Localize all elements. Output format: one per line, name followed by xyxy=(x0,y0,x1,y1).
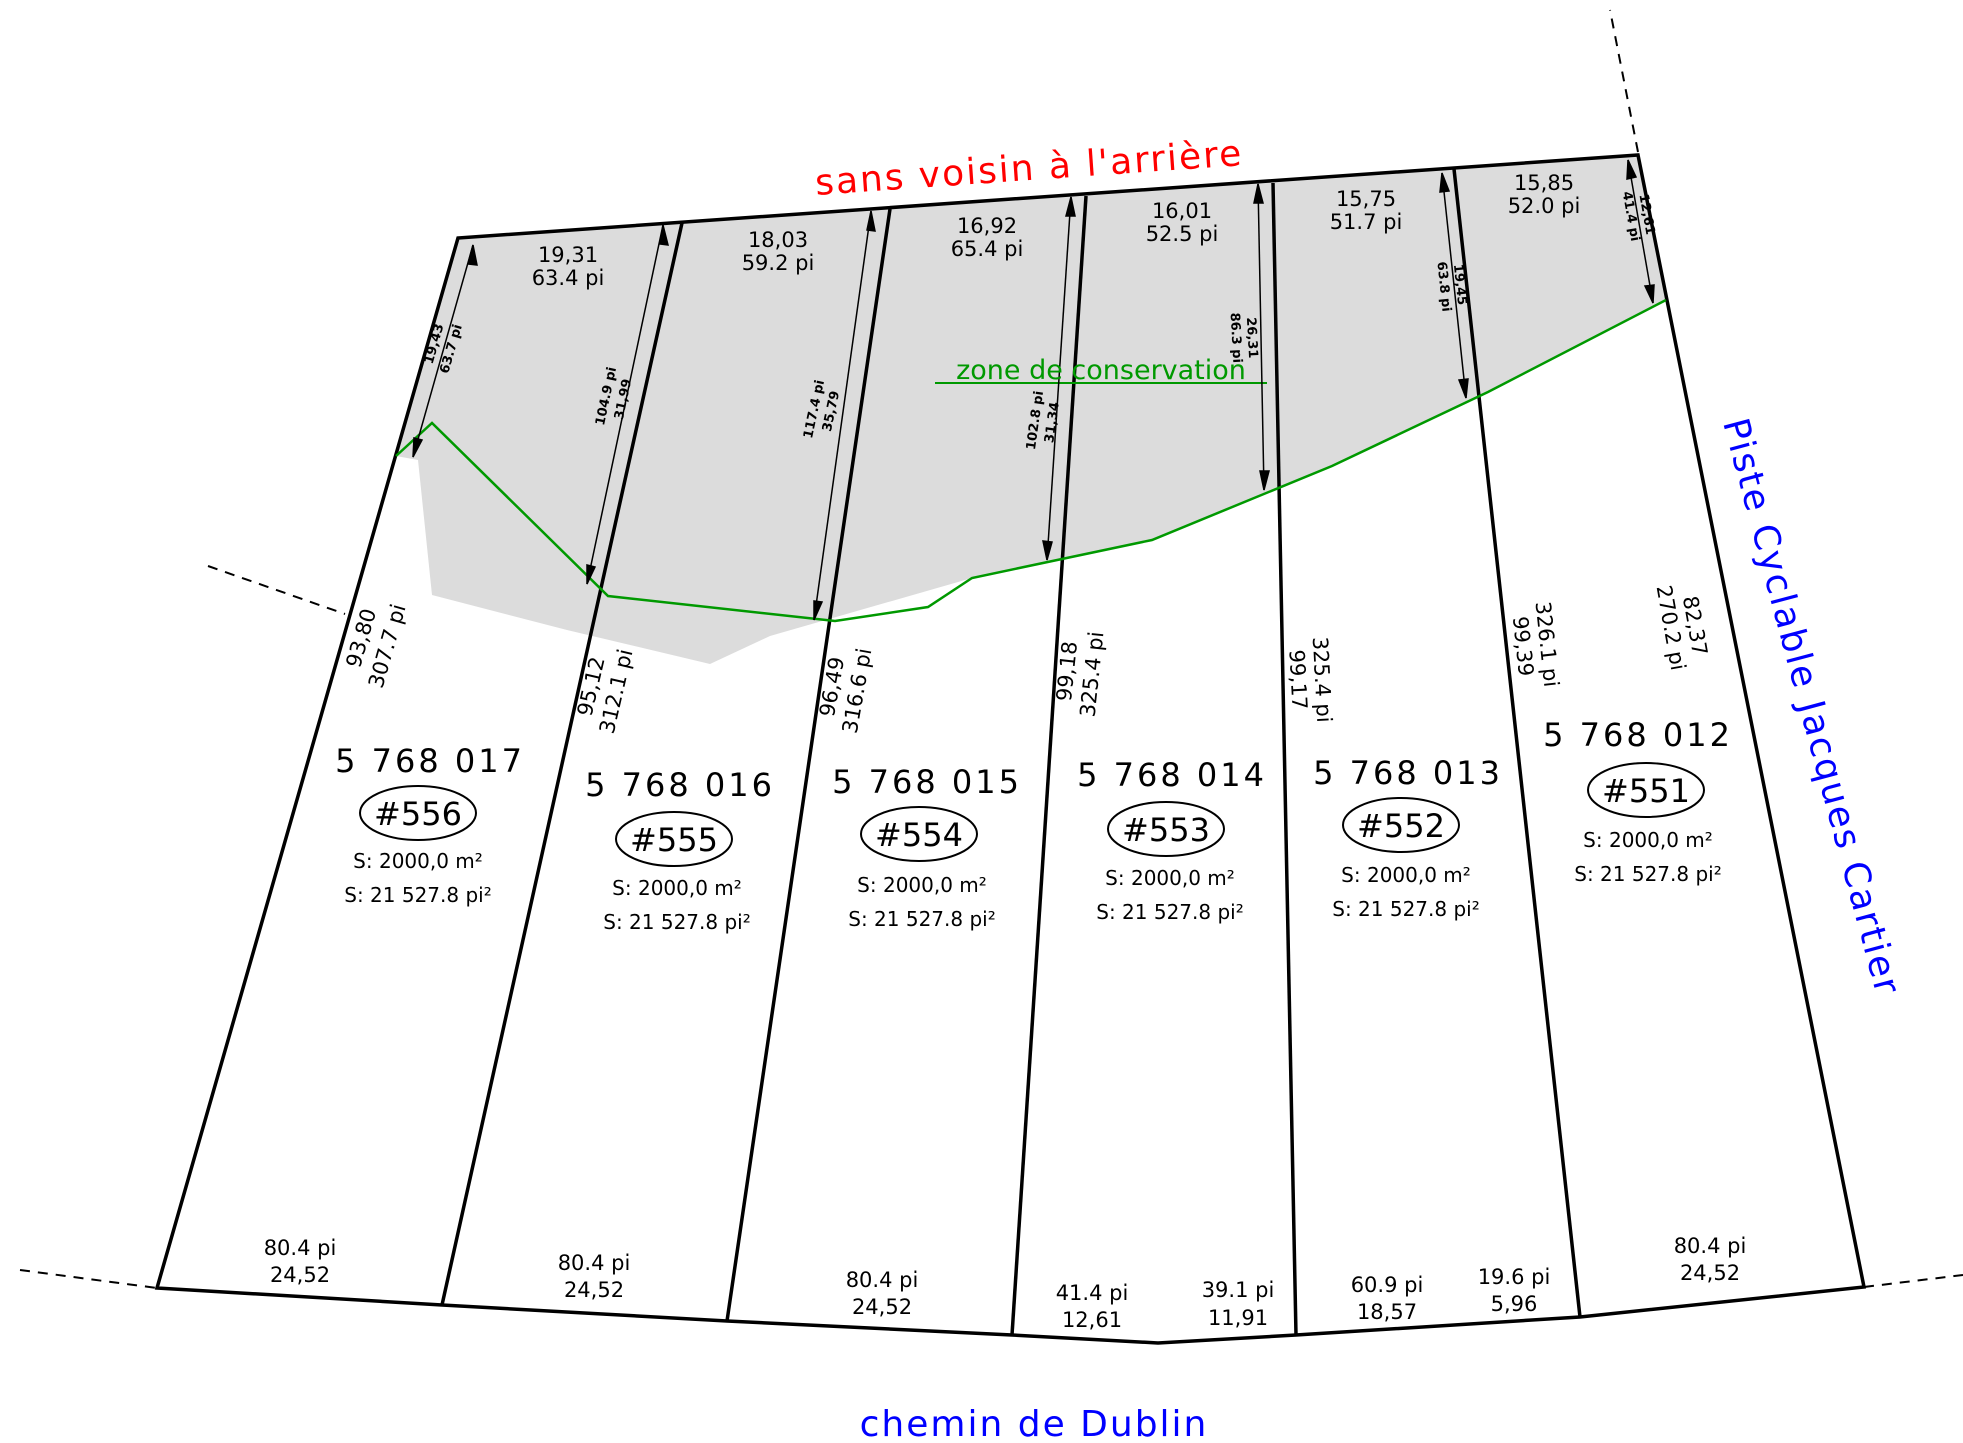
lot-017: 5 768 017 #556 S: 2000,0 m² S: 21 527.8 … xyxy=(335,742,525,907)
lot-number: 5 768 015 xyxy=(832,763,1022,801)
lot-016: 5 768 016 #555 S: 2000,0 m² S: 21 527.8 … xyxy=(585,766,775,934)
area-m2: S: 2000,0 m² xyxy=(353,849,483,873)
lot-number: 5 768 013 xyxy=(1313,754,1503,792)
lot-014: 5 768 014 #553 S: 2000,0 m² S: 21 527.8 … xyxy=(1077,756,1267,924)
civic-number: #554 xyxy=(875,816,963,854)
rear-dimensions: 19,31 63.4 pi 18,03 59.2 pi 16,92 65.4 p… xyxy=(532,171,1581,290)
lot-013: 5 768 013 #552 S: 2000,0 m² S: 21 527.8 … xyxy=(1313,754,1503,921)
conservation-zone-label: zone de conservation xyxy=(956,355,1246,386)
civic-number-oval xyxy=(615,811,733,867)
rear-dim-ft: 51.7 pi xyxy=(1330,210,1403,234)
rear-dim-ft: 59.2 pi xyxy=(742,251,815,275)
lot-number: 5 768 014 xyxy=(1077,756,1267,794)
area-m2: S: 2000,0 m² xyxy=(1105,866,1235,890)
front-dim-ft: 39.1 pi xyxy=(1202,1278,1275,1302)
rear-dim-m: 16,01 xyxy=(1152,199,1212,223)
front-dim-ft: 80.4 pi xyxy=(264,1236,337,1260)
front-dim-m: 24,52 xyxy=(564,1278,624,1302)
rear-dim-m: 16,92 xyxy=(957,214,1017,238)
lot-dividers xyxy=(440,168,1582,1336)
rear-dim-ft: 52.0 pi xyxy=(1508,194,1581,218)
front-dim-ft: 80.4 pi xyxy=(558,1251,631,1275)
front-dim-m: 24,52 xyxy=(852,1295,912,1319)
area-pi2: S: 21 527.8 pi² xyxy=(1332,897,1479,921)
zone-dim-m: 31,34 xyxy=(1042,401,1063,444)
side-dim-ft: 325.4 pi xyxy=(1308,636,1336,723)
civic-number-oval xyxy=(1107,801,1225,857)
front-dim-m: 12,61 xyxy=(1062,1308,1122,1332)
front-dim-m: 5,96 xyxy=(1491,1292,1538,1316)
lot-012: 5 768 012 #551 S: 2000,0 m² S: 21 527.8 … xyxy=(1543,716,1733,886)
rear-dim-ft: 63.4 pi xyxy=(532,266,605,290)
front-dim-m: 11,91 xyxy=(1208,1306,1268,1330)
zone-dim-ft: 63.8 pi xyxy=(1433,261,1453,313)
civic-number-oval xyxy=(860,806,978,862)
front-dim-ft: 19.6 pi xyxy=(1478,1265,1551,1289)
front-dim-ft: 41.4 pi xyxy=(1056,1281,1129,1305)
civic-number: #555 xyxy=(630,821,718,859)
area-pi2: S: 21 527.8 pi² xyxy=(848,907,995,931)
rear-dim-ft: 65.4 pi xyxy=(951,237,1024,261)
conservation-zone-fill xyxy=(396,155,1666,664)
zone-dim-ft: 86.3 pi xyxy=(1227,312,1245,363)
lot-number: 5 768 017 xyxy=(335,742,525,780)
area-m2: S: 2000,0 m² xyxy=(857,873,987,897)
front-dim-ft: 80.4 pi xyxy=(846,1268,919,1292)
civic-number-oval xyxy=(1587,762,1705,818)
area-pi2: S: 21 527.8 pi² xyxy=(1574,862,1721,886)
lot-number: 5 768 016 xyxy=(585,766,775,804)
area-pi2: S: 21 527.8 pi² xyxy=(1096,900,1243,924)
extension-lines xyxy=(19,9,1963,1289)
rear-dim-m: 15,75 xyxy=(1336,187,1396,211)
civic-number-oval xyxy=(1342,797,1460,853)
zone-dim-m: 19,45 xyxy=(1450,263,1469,305)
zone-dim-m: 26,31 xyxy=(1243,317,1260,359)
front-dim-ft: 80.4 pi xyxy=(1674,1234,1747,1258)
front-dim-m: 18,57 xyxy=(1357,1300,1417,1324)
area-pi2: S: 21 527.8 pi² xyxy=(344,883,491,907)
lot-number: 5 768 012 xyxy=(1543,716,1733,754)
front-dim-ft: 60.9 pi xyxy=(1351,1273,1424,1297)
rear-dim-m: 18,03 xyxy=(748,228,808,252)
front-dim-m: 24,52 xyxy=(270,1263,330,1287)
zone-dim-m: 12,61 xyxy=(1635,193,1657,236)
rear-dim-ft: 52.5 pi xyxy=(1146,222,1219,246)
side-dim-m: 99,39 xyxy=(1508,615,1538,677)
front-dim-m: 24,52 xyxy=(1680,1261,1740,1285)
area-pi2: S: 21 527.8 pi² xyxy=(603,910,750,934)
side-dim-m: 99,17 xyxy=(1284,649,1311,710)
area-m2: S: 2000,0 m² xyxy=(612,876,742,900)
civic-number-oval xyxy=(359,785,477,841)
street-label: chemin de Dublin xyxy=(860,1404,1209,1443)
front-dimensions: 80.4 pi 24,52 80.4 pi 24,52 80.4 pi 24,5… xyxy=(264,1234,1747,1332)
zone-depth-arrows xyxy=(412,159,1655,621)
rear-dim-m: 19,31 xyxy=(538,243,598,267)
civic-number: #553 xyxy=(1122,811,1210,849)
civic-number: #556 xyxy=(374,795,462,833)
lot-015: 5 768 015 #554 S: 2000,0 m² S: 21 527.8 … xyxy=(832,763,1022,931)
conservation-line xyxy=(395,298,1667,623)
rear-dim-m: 15,85 xyxy=(1514,171,1574,195)
area-m2: S: 2000,0 m² xyxy=(1341,863,1471,887)
area-m2: S: 2000,0 m² xyxy=(1583,828,1713,852)
civic-number: #551 xyxy=(1602,772,1690,810)
civic-number: #552 xyxy=(1357,807,1445,845)
bike-path-label: Piste Cyclable Jacques Cartier xyxy=(1714,414,1908,1000)
